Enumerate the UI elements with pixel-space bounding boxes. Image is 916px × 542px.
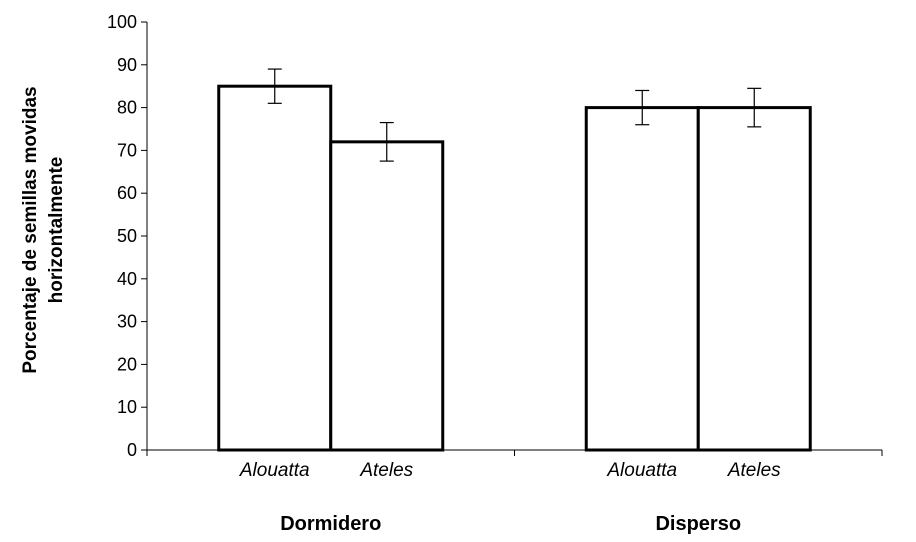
y-tick-label: 70 — [117, 140, 137, 160]
bar-label: Alouatta — [239, 460, 310, 481]
y-tick-label: 40 — [117, 269, 137, 289]
bar — [696, 106, 812, 452]
category-labels: Alouatta Ateles Dormidero Alouatta Ateles Dis… — [239, 460, 781, 535]
y-tick-label: 30 — [117, 312, 137, 332]
y-tick-label: 100 — [107, 12, 137, 32]
bars — [217, 68, 812, 452]
group-label: Disperso — [655, 513, 741, 535]
bar — [329, 140, 445, 452]
y-tick-label: 90 — [117, 55, 137, 75]
bar-label: Ateles — [359, 460, 413, 481]
y-axis-title: Porcentaje de semillas movidas horizontal… — [20, 86, 67, 373]
y-tick-label: 80 — [117, 98, 137, 118]
y-tick-label: 0 — [127, 440, 137, 460]
group-label: Dormidero — [280, 513, 381, 535]
y-tick-label: 60 — [117, 183, 137, 203]
y-tick-label: 50 — [117, 226, 137, 246]
bar-label: Alouatta — [606, 460, 677, 481]
y-tick-label: 10 — [117, 397, 137, 417]
y-tick-label: 20 — [117, 354, 137, 374]
y-axis-title-line: horizontalmente — [46, 157, 67, 304]
y-axis-title-line: Porcentaje de semillas movidas — [20, 86, 41, 373]
y-axis: 0 10 20 30 40 50 60 70 80 90 100 — [107, 12, 148, 460]
bar — [584, 106, 700, 452]
bar-label: Ateles — [727, 460, 781, 481]
bar — [217, 84, 333, 452]
